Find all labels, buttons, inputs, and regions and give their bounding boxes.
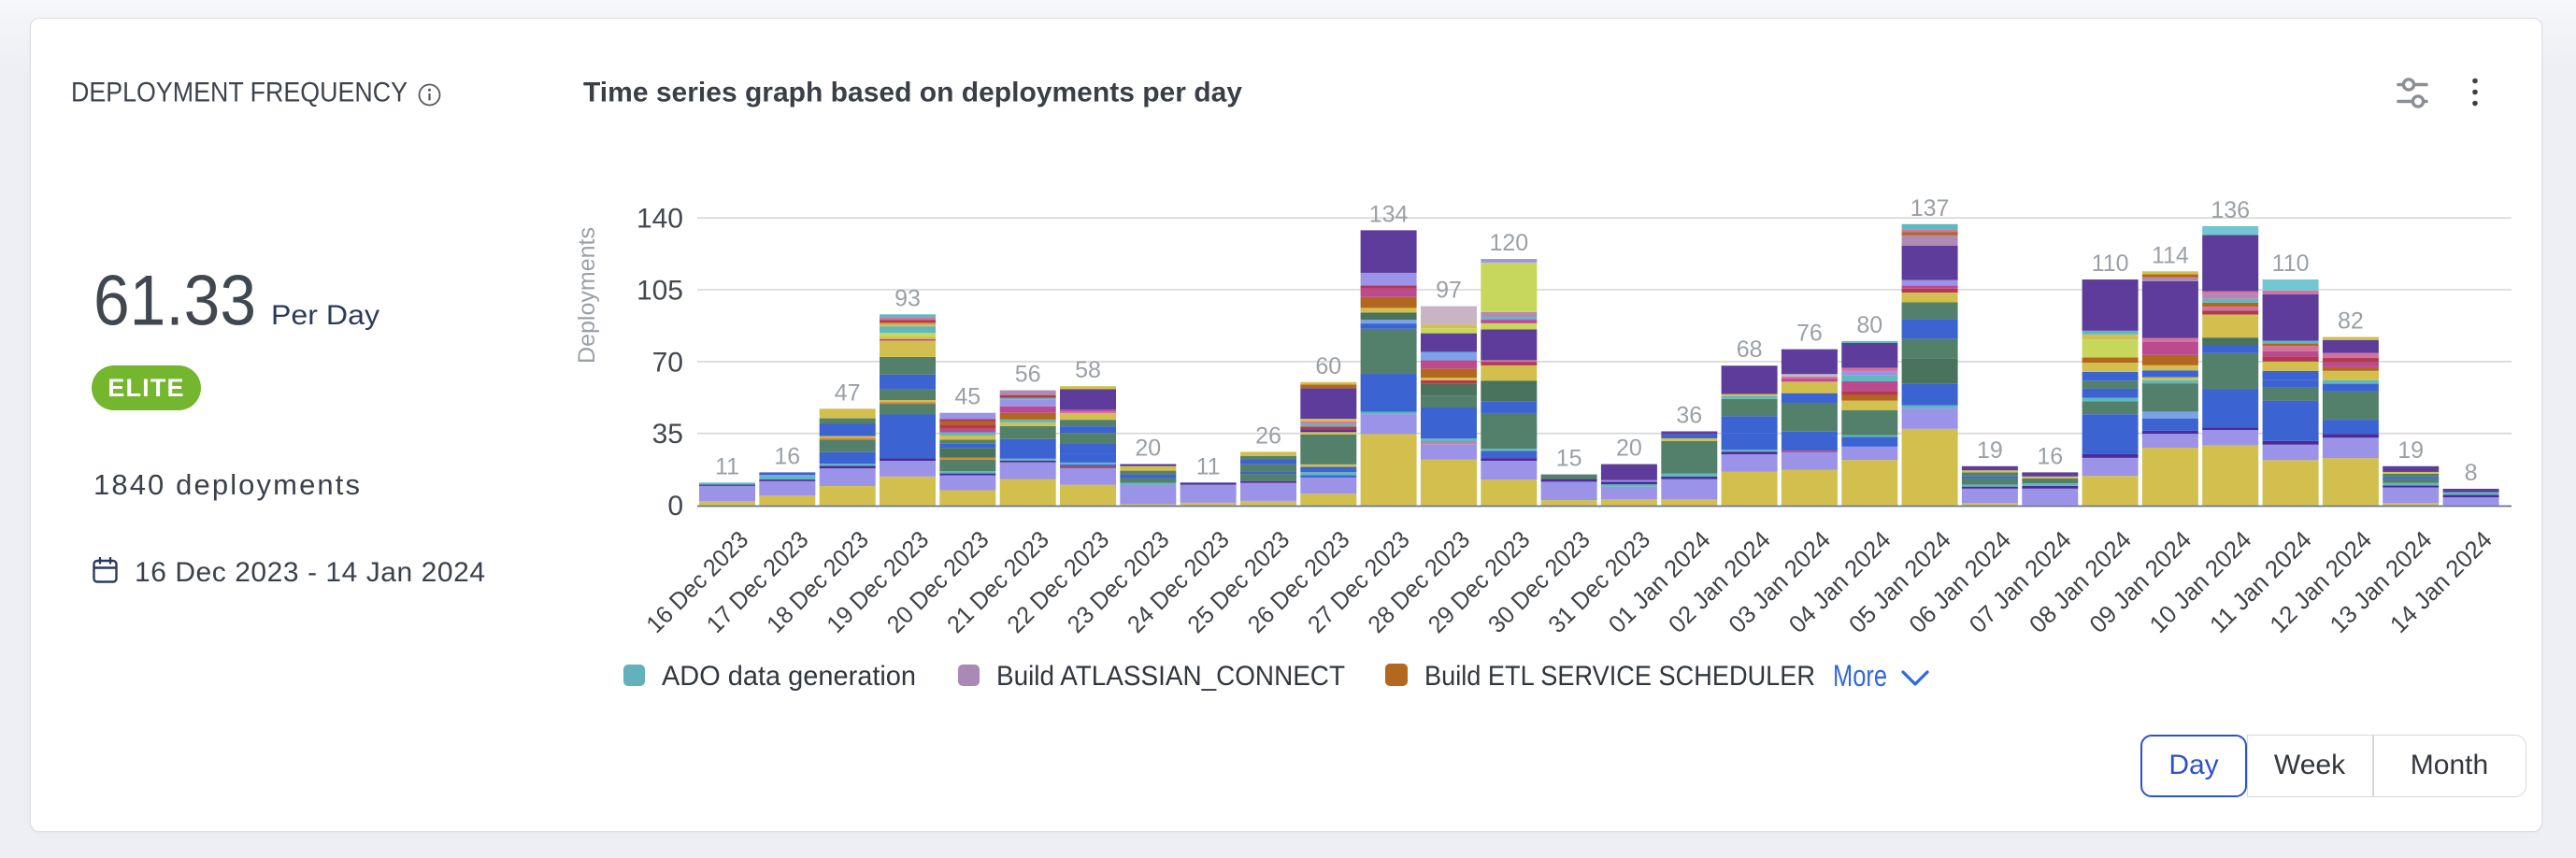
svg-text:70: 70 [652,347,683,378]
svg-text:36: 36 [1676,403,1702,429]
svg-text:120: 120 [1489,230,1528,256]
svg-text:56: 56 [1015,362,1041,388]
svg-text:20: 20 [1135,436,1161,462]
svg-text:97: 97 [1436,278,1462,304]
svg-text:Deployments: Deployments [574,227,600,364]
svg-text:68: 68 [1737,336,1763,363]
svg-text:140: 140 [637,204,683,235]
svg-text:Build ETL SERVICE SCHEDULER: Build ETL SERVICE SCHEDULER [1424,661,1815,692]
svg-text:16 Dec 2023 - 14 Jan 2024: 16 Dec 2023 - 14 Jan 2024 [135,557,485,588]
svg-text:1840 deployments: 1840 deployments [93,468,360,501]
svg-text:76: 76 [1796,321,1823,347]
svg-text:114: 114 [2152,242,2189,268]
svg-text:19: 19 [2397,437,2424,464]
svg-text:ADO data generation: ADO data generation [662,661,916,692]
svg-text:110: 110 [2092,250,2129,277]
svg-text:Time series graph based on dep: Time series graph based on deployments p… [583,78,1242,108]
svg-text:19: 19 [1977,437,2003,464]
svg-text:More: More [1833,659,1887,693]
svg-text:58: 58 [1075,357,1101,383]
svg-text:26: 26 [1255,422,1281,449]
svg-text:45: 45 [954,384,980,410]
svg-text:134: 134 [1369,201,1409,227]
svg-text:Per Day: Per Day [271,300,379,331]
svg-text:136: 136 [2211,197,2250,223]
svg-text:105: 105 [637,276,683,307]
svg-text:15: 15 [1556,446,1582,472]
svg-text:0: 0 [667,491,683,522]
svg-text:11: 11 [715,453,739,479]
svg-text:8: 8 [2465,460,2478,486]
svg-text:60: 60 [1315,353,1341,379]
svg-text:110: 110 [2272,250,2310,277]
svg-text:80: 80 [1856,312,1882,338]
svg-text:Build ATLASSIAN_CONNECT: Build ATLASSIAN_CONNECT [996,661,1345,692]
svg-text:16: 16 [2037,443,2063,469]
svg-text:47: 47 [835,379,861,406]
svg-text:16: 16 [774,443,800,469]
svg-text:61.33: 61.33 [93,262,256,341]
svg-text:11: 11 [1196,453,1221,479]
svg-text:20: 20 [1616,436,1642,462]
svg-text:82: 82 [2338,308,2364,335]
svg-text:35: 35 [652,419,683,450]
svg-text:137: 137 [1911,195,1950,222]
svg-text:DEPLOYMENT FREQUENCY: DEPLOYMENT FREQUENCY [71,78,408,108]
svg-text:93: 93 [894,285,921,311]
